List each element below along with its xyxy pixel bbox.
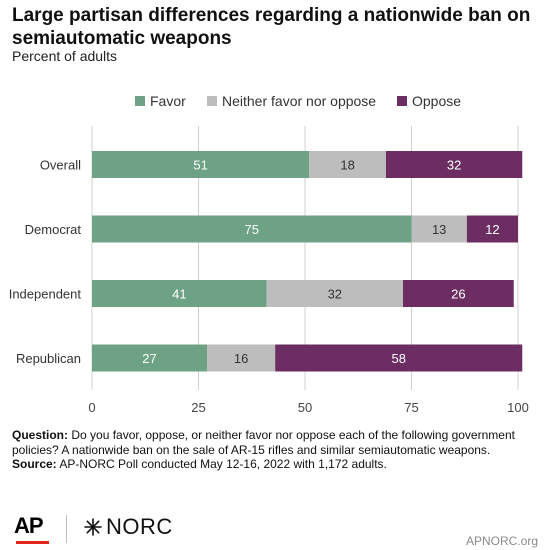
site-link[interactable]: APNORC.org [465, 534, 538, 548]
bar-neither [411, 215, 467, 243]
bar-oppose [402, 280, 514, 307]
ap-logo-bar [16, 541, 49, 544]
question-note: Question: Do you favor, oppose, or neith… [12, 428, 542, 457]
bar-neither [207, 344, 276, 372]
bar-favor [92, 151, 310, 178]
stacked-bar-chart: 0 25 50 75 100 Overall 51 18 32 Democrat 75 13 12 Ind… [9, 126, 529, 415]
chart-title: Large partisan differences regarding a n… [12, 5, 531, 49]
data-label-neither: 32 [328, 287, 342, 302]
legend-item-oppose: Oppose [397, 93, 461, 109]
legend-label-favor: Favor [150, 93, 186, 109]
source-text: AP-NORC Poll conducted May 12-16, 2022 w… [59, 457, 387, 471]
category-label: Republican [16, 351, 81, 366]
data-label-favor: 41 [172, 287, 186, 302]
legend-swatch-oppose [397, 96, 407, 106]
x-tick-label: 0 [88, 400, 95, 415]
data-label-oppose: 58 [391, 351, 405, 366]
data-label-favor: 27 [142, 351, 156, 366]
norc-logo-text: NORC [106, 514, 173, 539]
data-label-oppose: 26 [451, 287, 465, 302]
source-label: Source: [12, 457, 57, 471]
bar-oppose [466, 215, 518, 243]
legend-swatch-favor [135, 96, 145, 106]
bar-favor [92, 280, 267, 307]
norc-logo: NORC [84, 514, 173, 540]
data-label-neither: 16 [234, 351, 248, 366]
data-label-neither: 13 [432, 222, 446, 237]
norc-star-icon [84, 518, 102, 536]
data-label-oppose: 32 [447, 158, 461, 173]
category-label: Overall [40, 158, 81, 173]
bar-favor [92, 215, 412, 243]
x-tick-label: 25 [191, 400, 205, 415]
category-label: Democrat [25, 222, 82, 237]
legend-swatch-neither [207, 96, 217, 106]
source-note: Source: AP-NORC Poll conducted May 12-16… [12, 457, 542, 472]
chart-notes: Question: Do you favor, oppose, or neith… [12, 428, 542, 472]
bar-neither [309, 151, 386, 178]
question-label: Question: [12, 428, 68, 442]
x-tick-label: 75 [404, 400, 418, 415]
question-text: Do you favor, oppose, or neither favor n… [12, 428, 515, 457]
category-label: Independent [9, 287, 82, 302]
bar-oppose [385, 151, 523, 178]
x-tick-label: 100 [507, 400, 529, 415]
bar-oppose [275, 344, 523, 372]
ap-logo: AP [14, 513, 44, 538]
legend-item-neither: Neither favor nor oppose [207, 93, 376, 109]
legend-label-oppose: Oppose [412, 93, 462, 109]
bar-favor [92, 344, 208, 372]
legend-label-neither: Neither favor nor oppose [222, 93, 377, 109]
data-label-favor: 75 [245, 222, 259, 237]
chart-subtitle: Percent of adults [12, 48, 118, 64]
data-label-neither: 18 [340, 158, 354, 173]
legend-item-favor: Favor [135, 93, 186, 109]
data-label-oppose: 12 [485, 222, 499, 237]
bar-neither [266, 280, 403, 307]
x-tick-label: 50 [298, 400, 312, 415]
data-label-favor: 51 [193, 158, 207, 173]
logo-divider [66, 515, 67, 543]
footer: AP NORC APNORC.org [0, 505, 550, 550]
